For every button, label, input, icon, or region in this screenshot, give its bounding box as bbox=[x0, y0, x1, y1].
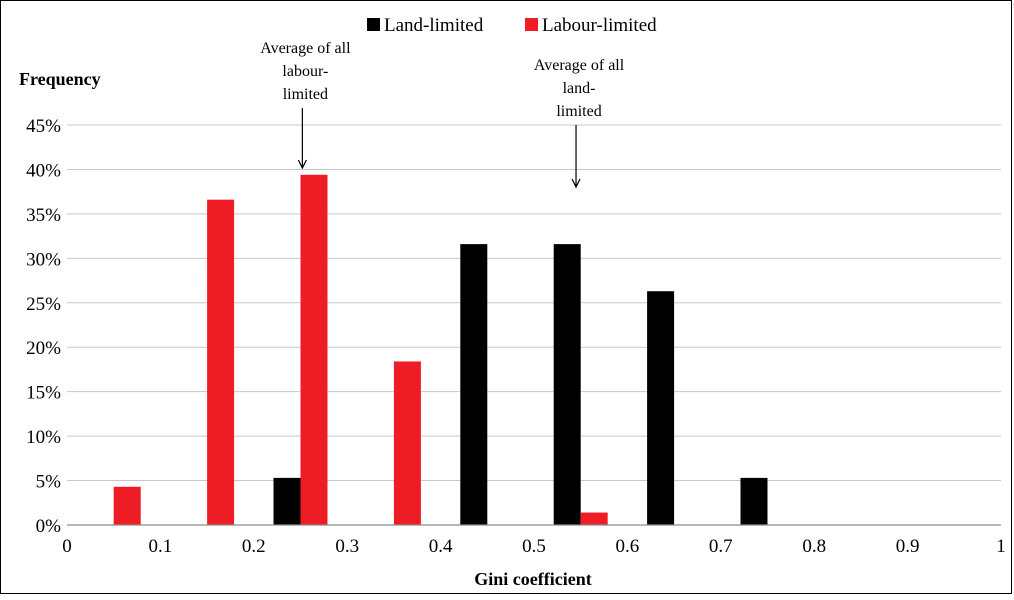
annotation-text: Average of all bbox=[260, 40, 351, 57]
y-tick-label: 25% bbox=[26, 294, 61, 315]
legend: Land-limited Labour-limited bbox=[367, 15, 657, 36]
bar-land-limited bbox=[553, 244, 581, 525]
annotation-arrow-head bbox=[297, 159, 307, 170]
legend-label: Land-limited bbox=[384, 15, 484, 36]
x-tick-label: 0 bbox=[62, 536, 72, 557]
bar-labour-limited bbox=[207, 199, 235, 525]
annotation-text: labour- bbox=[282, 63, 328, 80]
x-tick-label: 0.2 bbox=[242, 536, 266, 557]
y-tick-label: 45% bbox=[26, 116, 61, 137]
annotation-arrow-head bbox=[571, 178, 581, 189]
bar-land-limited bbox=[273, 477, 301, 525]
bars bbox=[113, 174, 768, 525]
annotation-text: limited bbox=[556, 103, 601, 120]
annotation-text: Average of all bbox=[534, 57, 625, 74]
bar-labour-limited bbox=[580, 512, 608, 525]
x-tick-label: 0.5 bbox=[522, 536, 546, 557]
y-tick-label: 30% bbox=[26, 249, 61, 270]
x-tick-label: 0.1 bbox=[149, 536, 173, 557]
bar-labour-limited bbox=[113, 486, 141, 525]
legend-swatch bbox=[525, 18, 538, 31]
x-tick-labels: 0 0.1 0.2 0.3 0.4 0.5 0.6 0.7 0.8 0.9 1 bbox=[62, 536, 1006, 557]
y-tick-labels: 0% 5% 10% 15% 20% 25% 30% 35% 40% 45% bbox=[26, 116, 61, 537]
y-tick-label: 40% bbox=[26, 160, 61, 181]
legend-label: Labour-limited bbox=[542, 15, 657, 36]
y-axis-label: Frequency bbox=[19, 69, 101, 89]
bar-land-limited bbox=[740, 477, 768, 525]
annotations: Average of all labour-limited Average of a… bbox=[260, 40, 625, 189]
x-tick-label: 0.3 bbox=[335, 536, 359, 557]
y-tick-label: 35% bbox=[26, 205, 61, 226]
legend-swatch bbox=[367, 18, 380, 31]
bar-land-limited bbox=[460, 244, 488, 525]
x-tick-label: 1 bbox=[996, 536, 1006, 557]
bar-labour-limited bbox=[300, 174, 328, 525]
y-tick-label: 15% bbox=[26, 383, 61, 404]
bar-labour-limited bbox=[393, 361, 421, 525]
annotation-text: land- bbox=[563, 80, 596, 97]
y-tick-label: 5% bbox=[36, 472, 62, 493]
y-tick-label: 10% bbox=[26, 427, 61, 448]
annotation-text: limited bbox=[283, 86, 328, 103]
y-tick-label: 20% bbox=[26, 338, 61, 359]
x-tick-label: 0.9 bbox=[896, 536, 920, 557]
x-tick-label: 0.4 bbox=[429, 536, 453, 557]
x-tick-label: 0.8 bbox=[802, 536, 826, 557]
x-tick-label: 0.7 bbox=[709, 536, 733, 557]
x-axis-label: Gini coefficient bbox=[474, 569, 591, 589]
bar-land-limited bbox=[647, 291, 675, 525]
x-tick-label: 0.6 bbox=[616, 536, 640, 557]
y-tick-label: 0% bbox=[36, 516, 62, 537]
